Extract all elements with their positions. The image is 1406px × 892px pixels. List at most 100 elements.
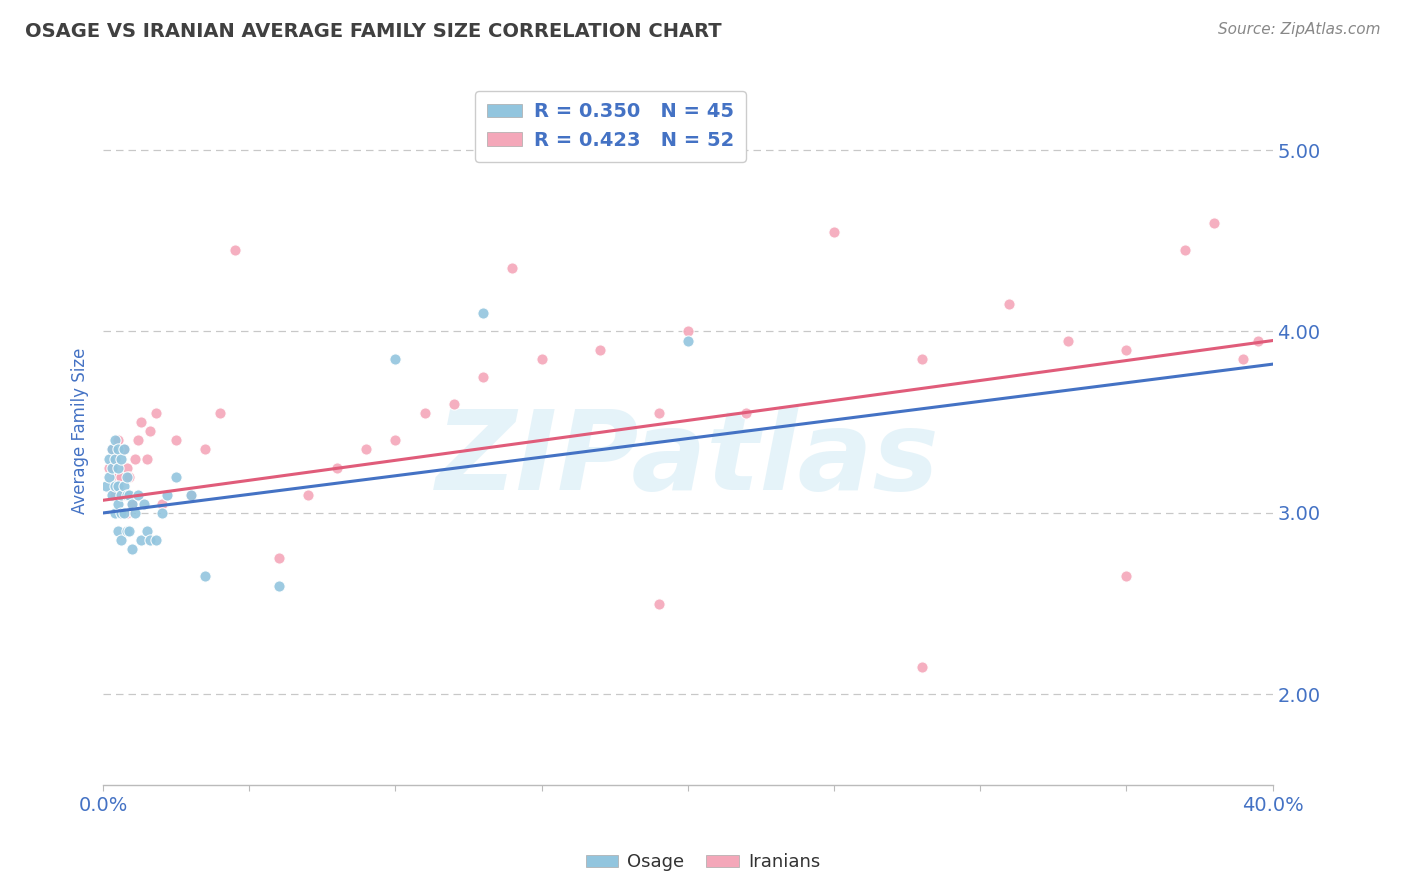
Point bbox=[150, 506, 173, 520]
Point bbox=[676, 325, 699, 339]
Point bbox=[118, 469, 141, 483]
Point bbox=[104, 479, 127, 493]
Point bbox=[121, 542, 143, 557]
Text: Source: ZipAtlas.com: Source: ZipAtlas.com bbox=[1218, 22, 1381, 37]
Point bbox=[384, 351, 406, 366]
Point bbox=[384, 434, 406, 448]
Point bbox=[165, 469, 187, 483]
Point bbox=[472, 306, 495, 320]
Point bbox=[94, 479, 117, 493]
Point bbox=[267, 578, 290, 592]
Point bbox=[115, 488, 138, 502]
Point bbox=[1115, 569, 1137, 583]
Point bbox=[530, 351, 553, 366]
Point bbox=[911, 660, 934, 674]
Point bbox=[129, 533, 152, 548]
Point bbox=[107, 460, 129, 475]
Point bbox=[110, 533, 132, 548]
Point bbox=[121, 497, 143, 511]
Point bbox=[118, 488, 141, 502]
Point bbox=[139, 533, 162, 548]
Point bbox=[107, 524, 129, 538]
Point bbox=[124, 451, 146, 466]
Point bbox=[647, 406, 669, 420]
Point bbox=[136, 451, 159, 466]
Legend: Osage, Iranians: Osage, Iranians bbox=[579, 847, 827, 879]
Point bbox=[107, 434, 129, 448]
Point bbox=[121, 497, 143, 511]
Point bbox=[501, 260, 523, 275]
Point bbox=[136, 524, 159, 538]
Point bbox=[1057, 334, 1080, 348]
Point bbox=[326, 460, 349, 475]
Text: OSAGE VS IRANIAN AVERAGE FAMILY SIZE CORRELATION CHART: OSAGE VS IRANIAN AVERAGE FAMILY SIZE COR… bbox=[25, 22, 721, 41]
Point bbox=[107, 469, 129, 483]
Point bbox=[101, 460, 124, 475]
Point bbox=[115, 460, 138, 475]
Point bbox=[443, 397, 465, 411]
Point bbox=[104, 451, 127, 466]
Point bbox=[735, 406, 758, 420]
Point bbox=[110, 451, 132, 466]
Point bbox=[110, 506, 132, 520]
Point bbox=[1115, 343, 1137, 357]
Point bbox=[101, 488, 124, 502]
Point bbox=[676, 334, 699, 348]
Point bbox=[472, 369, 495, 384]
Point bbox=[132, 497, 155, 511]
Point bbox=[297, 488, 319, 502]
Point bbox=[124, 506, 146, 520]
Point bbox=[194, 442, 217, 457]
Point bbox=[413, 406, 436, 420]
Point bbox=[115, 506, 138, 520]
Point bbox=[115, 469, 138, 483]
Point bbox=[101, 442, 124, 457]
Point bbox=[647, 597, 669, 611]
Point bbox=[104, 451, 127, 466]
Point bbox=[1174, 243, 1197, 257]
Point bbox=[180, 488, 202, 502]
Point bbox=[1204, 216, 1226, 230]
Point bbox=[101, 442, 124, 457]
Point bbox=[150, 497, 173, 511]
Point bbox=[98, 469, 121, 483]
Point bbox=[98, 451, 121, 466]
Point bbox=[1247, 334, 1270, 348]
Point bbox=[104, 506, 127, 520]
Point bbox=[112, 479, 135, 493]
Point bbox=[98, 460, 121, 475]
Point bbox=[209, 406, 232, 420]
Point bbox=[110, 469, 132, 483]
Point bbox=[112, 506, 135, 520]
Point bbox=[112, 442, 135, 457]
Point bbox=[180, 488, 202, 502]
Point bbox=[112, 488, 135, 502]
Point bbox=[104, 434, 127, 448]
Point bbox=[107, 442, 129, 457]
Y-axis label: Average Family Size: Average Family Size bbox=[72, 348, 89, 515]
Point bbox=[129, 415, 152, 429]
Point bbox=[145, 533, 167, 548]
Point bbox=[145, 406, 167, 420]
Point bbox=[354, 442, 377, 457]
Point bbox=[224, 243, 246, 257]
Point bbox=[107, 479, 129, 493]
Point bbox=[110, 506, 132, 520]
Point bbox=[911, 351, 934, 366]
Point bbox=[115, 524, 138, 538]
Point bbox=[127, 434, 149, 448]
Point bbox=[139, 425, 162, 439]
Point bbox=[107, 497, 129, 511]
Point bbox=[118, 524, 141, 538]
Point bbox=[156, 488, 179, 502]
Text: ZIPatlas: ZIPatlas bbox=[436, 406, 939, 513]
Point bbox=[110, 488, 132, 502]
Point bbox=[112, 442, 135, 457]
Point bbox=[267, 551, 290, 566]
Point bbox=[194, 569, 217, 583]
Legend: R = 0.350   N = 45, R = 0.423   N = 52: R = 0.350 N = 45, R = 0.423 N = 52 bbox=[475, 91, 745, 161]
Point bbox=[165, 434, 187, 448]
Point bbox=[127, 488, 149, 502]
Point bbox=[998, 297, 1021, 311]
Point bbox=[589, 343, 612, 357]
